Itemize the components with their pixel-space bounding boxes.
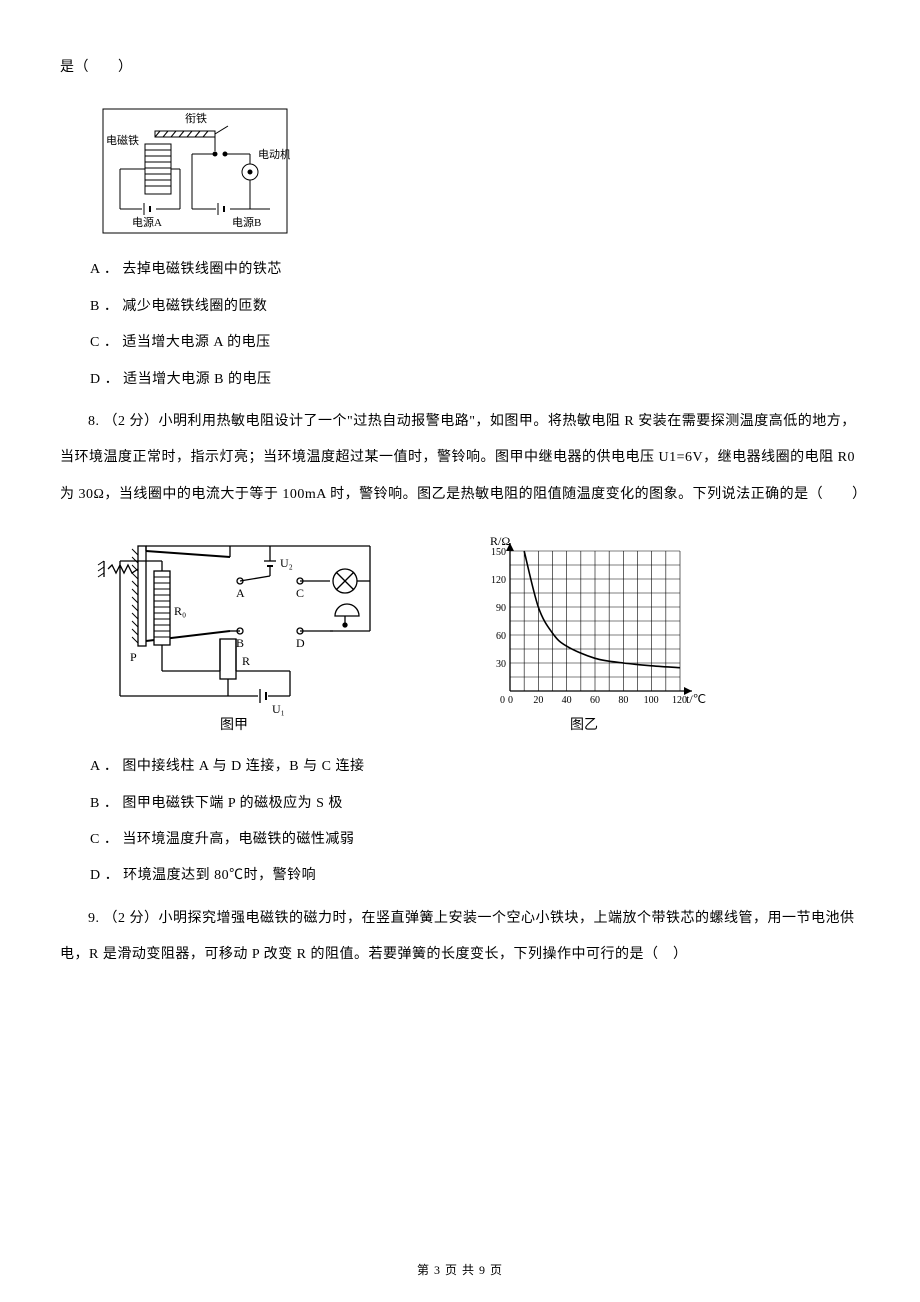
- fig1-svg: 衔铁 电磁铁: [103, 109, 290, 233]
- page-footer: 第 3 页 共 9 页: [0, 1261, 920, 1278]
- fig2a-cap: 图甲: [220, 718, 248, 731]
- q8-opt-b: B ． 图甲电磁铁下端 P 的磁极应为 S 极: [60, 786, 860, 822]
- fig2a-R0: R₀: [174, 604, 186, 618]
- svg-text:60: 60: [496, 631, 506, 642]
- figure-q8: U₂ A C B D: [90, 531, 860, 731]
- svg-text:0: 0: [508, 695, 513, 706]
- q7-opt-b: B ． 减少电磁铁线圈的匝数: [60, 289, 860, 325]
- figure-q7: 衔铁 电磁铁: [100, 106, 860, 236]
- q8-stem: 8. （2 分）小明利用热敏电阻设计了一个"过热自动报警电路"，如图甲。将热敏电…: [60, 404, 860, 513]
- fig2b-ylabel: R/Ω: [490, 534, 510, 548]
- q8-opt-a: A ． 图中接线柱 A 与 D 连接，B 与 C 连接: [60, 749, 860, 785]
- q7-opt-a: A ． 去掉电磁铁线圈中的铁芯: [60, 252, 860, 288]
- svg-text:0: 0: [500, 695, 505, 706]
- fig2a-D: D: [296, 636, 305, 650]
- fig2a-R: R: [242, 654, 250, 668]
- svg-text:30: 30: [496, 659, 506, 670]
- fig2a-P: P: [130, 650, 137, 664]
- fig1-label-srcB: 电源B: [232, 215, 261, 229]
- fig1-label-srcA: 电源A: [132, 215, 162, 229]
- svg-text:60: 60: [590, 695, 600, 706]
- fig2b-cap: 图乙: [570, 717, 598, 731]
- svg-text:120: 120: [672, 695, 687, 706]
- fig2a-u2: U₂: [280, 556, 293, 570]
- q7-stem-tail: 是（ ）: [60, 50, 860, 86]
- fig2a-B: B: [236, 636, 244, 650]
- svg-text:100: 100: [644, 695, 659, 706]
- svg-text:90: 90: [496, 603, 506, 614]
- svg-text:150: 150: [491, 547, 506, 558]
- fig2b-svg: R/Ω t/℃ 0 20 40 60 80 100 120 0 30 60 90 120 150 图乙: [460, 531, 720, 731]
- svg-text:40: 40: [562, 695, 572, 706]
- q8-opt-d: D ． 环境温度达到 80℃时，警铃响: [60, 858, 860, 894]
- fig1-label-armature: 衔铁: [185, 112, 207, 125]
- fig1-label-em: 电磁铁: [106, 134, 139, 147]
- q9-stem: 9. （2 分）小明探究增强电磁铁的磁力时，在竖直弹簧上安装一个空心小铁块，上端…: [60, 901, 860, 974]
- fig2a-A: A: [236, 586, 245, 600]
- fig2a-C: C: [296, 586, 304, 600]
- q8-opt-c: C ． 当环境温度升高，电磁铁的磁性减弱: [60, 822, 860, 858]
- q7-opt-c: C ． 适当增大电源 A 的电压: [60, 325, 860, 361]
- fig2b-xlabel: t/℃: [686, 692, 706, 706]
- svg-text:80: 80: [618, 695, 628, 706]
- svg-text:120: 120: [491, 575, 506, 586]
- fig1-label-motor: 电动机: [258, 147, 290, 161]
- svg-text:20: 20: [533, 695, 543, 706]
- q7-opt-d: D ． 适当增大电源 B 的电压: [60, 362, 860, 398]
- fig2a-U1: U₁: [272, 702, 285, 716]
- fig2a-svg: U₂ A C B D: [90, 531, 390, 731]
